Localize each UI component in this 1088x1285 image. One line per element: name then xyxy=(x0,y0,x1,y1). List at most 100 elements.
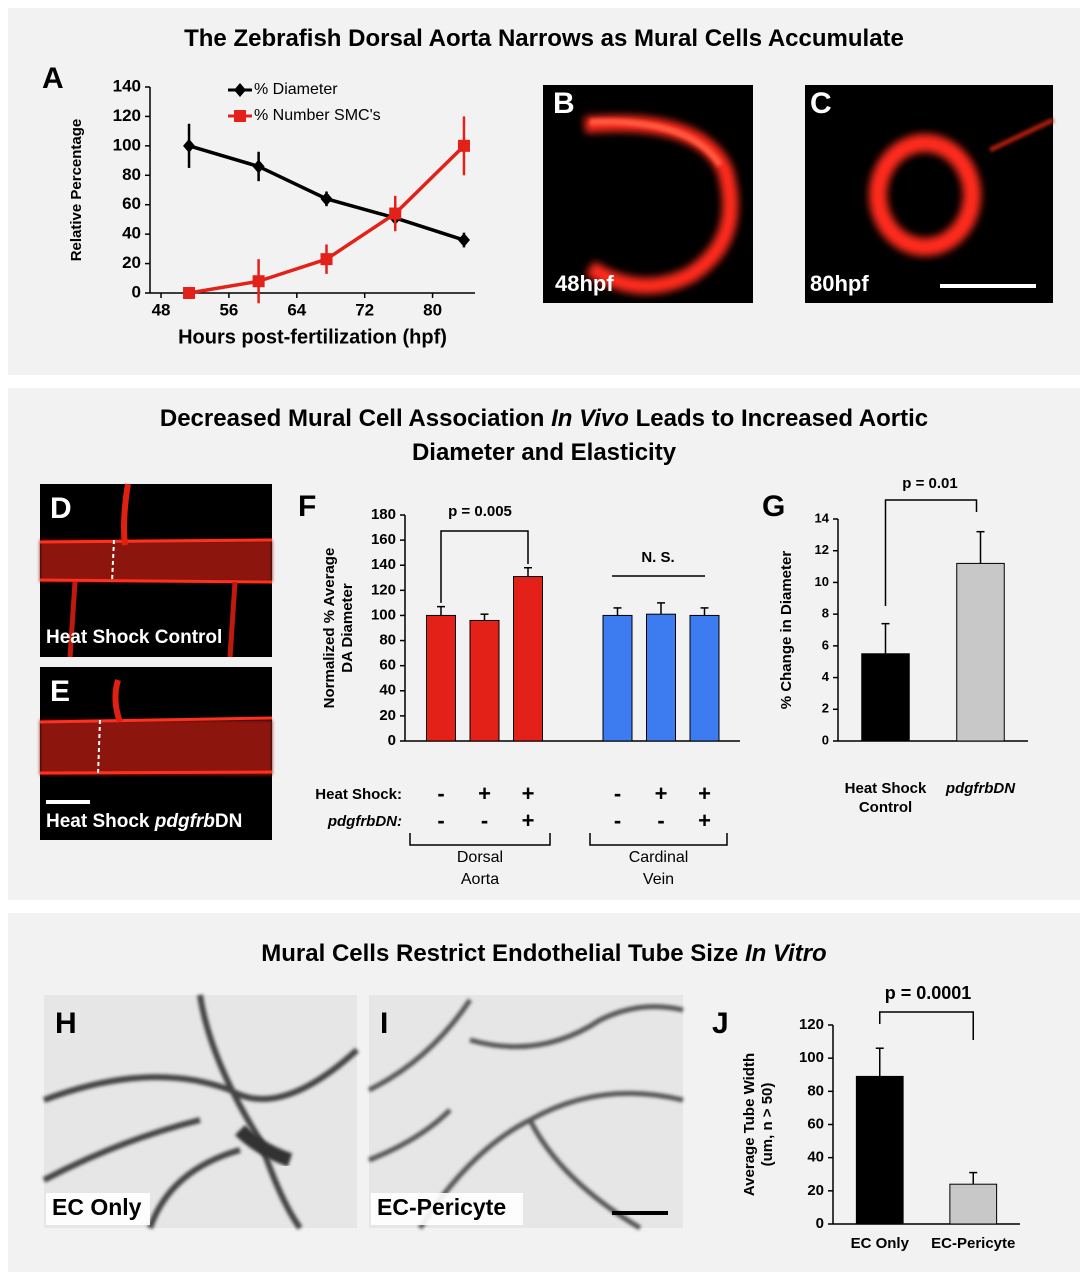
row-mark: + xyxy=(522,808,535,833)
text-part: 48hpf xyxy=(555,271,614,296)
x-tick-label: Heat Shock xyxy=(845,780,927,797)
image-caption: Heat Shock pdgfrbDN xyxy=(46,811,242,832)
y-tick-label: 40 xyxy=(122,224,141,243)
marker xyxy=(320,191,333,206)
text-part: DN xyxy=(215,811,242,832)
marker xyxy=(389,207,402,220)
y-tick-label: 14 xyxy=(815,510,830,525)
y-tick-label: 140 xyxy=(113,76,141,95)
image-caption: Heat Shock Control xyxy=(46,627,222,648)
row-label: pdgfrbDN: xyxy=(327,813,402,830)
y-tick-label: 100 xyxy=(113,135,141,154)
panel-label: I xyxy=(380,1007,388,1040)
y-tick-label: 80 xyxy=(379,632,396,649)
panel-label: H xyxy=(55,1007,77,1040)
y-tick-label: 20 xyxy=(379,707,396,724)
panel-label: E xyxy=(50,675,70,708)
marker xyxy=(234,83,246,97)
x-tick-label: 64 xyxy=(287,300,306,319)
bar xyxy=(689,614,720,742)
text-part: EC-Pericyte xyxy=(377,1194,506,1220)
x-tick-label: 56 xyxy=(219,300,238,319)
panel-label: J xyxy=(712,1007,729,1040)
section-title: Diameter and Elasticity xyxy=(412,439,677,466)
text-part: In Vivo xyxy=(551,405,629,432)
row-mark: - xyxy=(614,808,621,833)
bar xyxy=(861,653,910,742)
y-tick-label: 60 xyxy=(379,657,396,674)
bar xyxy=(956,562,1005,742)
y-tick-label: 20 xyxy=(122,253,141,272)
marker xyxy=(234,110,246,122)
row-mark: + xyxy=(478,781,491,806)
text-part: 80hpf xyxy=(810,271,869,296)
y-tick-label: 100 xyxy=(799,1049,824,1066)
panel-label: D xyxy=(50,492,72,525)
y-axis-label: Relative Percentage xyxy=(68,119,85,262)
text-part: Mural Cells Restrict Endothelial Tube Si… xyxy=(261,940,745,967)
bracket xyxy=(589,833,728,846)
text-part: pdgfrb xyxy=(154,811,216,832)
annotation: p = 0.0001 xyxy=(885,983,972,1003)
row-label: Heat Shock: xyxy=(315,786,402,803)
row-mark: + xyxy=(698,808,711,833)
micrograph xyxy=(805,85,1055,303)
section-title: Decreased Mural Cell Association In Vivo… xyxy=(160,405,928,432)
panel-label: F xyxy=(298,490,316,523)
text-part: EC Only xyxy=(52,1194,142,1220)
bar xyxy=(602,614,633,742)
annotation: N. S. xyxy=(641,549,674,566)
marker xyxy=(457,139,470,152)
y-tick-label: 12 xyxy=(815,542,829,557)
x-tick-label: EC Only xyxy=(851,1235,910,1252)
row-mark: - xyxy=(437,808,444,833)
row-mark: + xyxy=(655,781,668,806)
bar xyxy=(855,1075,904,1225)
text-part: Heat Shock xyxy=(46,811,155,832)
bar xyxy=(646,613,676,742)
micrograph xyxy=(367,995,684,1231)
y-tick-label: 120 xyxy=(799,1016,824,1033)
bar xyxy=(513,576,543,742)
marker xyxy=(252,159,265,174)
group-label: Aorta xyxy=(461,871,499,888)
y-tick-label: 60 xyxy=(807,1115,824,1132)
panel-label: G xyxy=(762,490,785,523)
panel-label: B xyxy=(553,87,575,120)
micrograph xyxy=(39,667,273,840)
row-mark: + xyxy=(698,781,711,806)
section-title: The Zebrafish Dorsal Aorta Narrows as Mu… xyxy=(184,25,904,52)
y-tick-label: 10 xyxy=(815,574,829,589)
bracket xyxy=(884,499,978,606)
marker xyxy=(183,138,196,153)
image-caption: EC Only xyxy=(52,1194,142,1220)
y-tick-label: 0 xyxy=(132,282,141,301)
row-mark: + xyxy=(522,781,535,806)
bracket xyxy=(409,833,551,846)
y-tick-label: 120 xyxy=(113,106,141,125)
y-tick-label: 2 xyxy=(822,701,829,716)
group-label: Cardinal xyxy=(629,849,689,866)
micrograph xyxy=(39,483,273,658)
text-part: Leads to Increased Aortic xyxy=(629,405,928,432)
image-caption: 80hpf xyxy=(810,271,869,296)
image-caption: 48hpf xyxy=(555,271,614,296)
y-axis-label: % Change in Diameter xyxy=(778,551,795,710)
x-tick-label: 72 xyxy=(355,300,374,319)
micrograph xyxy=(543,85,753,303)
section-title: Mural Cells Restrict Endothelial Tube Si… xyxy=(261,940,826,967)
bracket xyxy=(879,1011,974,1040)
y-tick-label: 0 xyxy=(816,1215,824,1232)
y-tick-label: 8 xyxy=(822,606,829,621)
y-tick-label: 140 xyxy=(371,556,396,573)
panel-label: C xyxy=(810,87,832,120)
y-tick-label: 40 xyxy=(379,682,396,699)
y-axis-label: Normalized % Average xyxy=(321,548,338,709)
y-tick-label: 20 xyxy=(807,1182,824,1199)
y-tick-label: 4 xyxy=(822,669,830,684)
panel-label: A xyxy=(42,62,64,95)
bar xyxy=(949,1183,998,1225)
group-label: Dorsal xyxy=(457,849,503,866)
